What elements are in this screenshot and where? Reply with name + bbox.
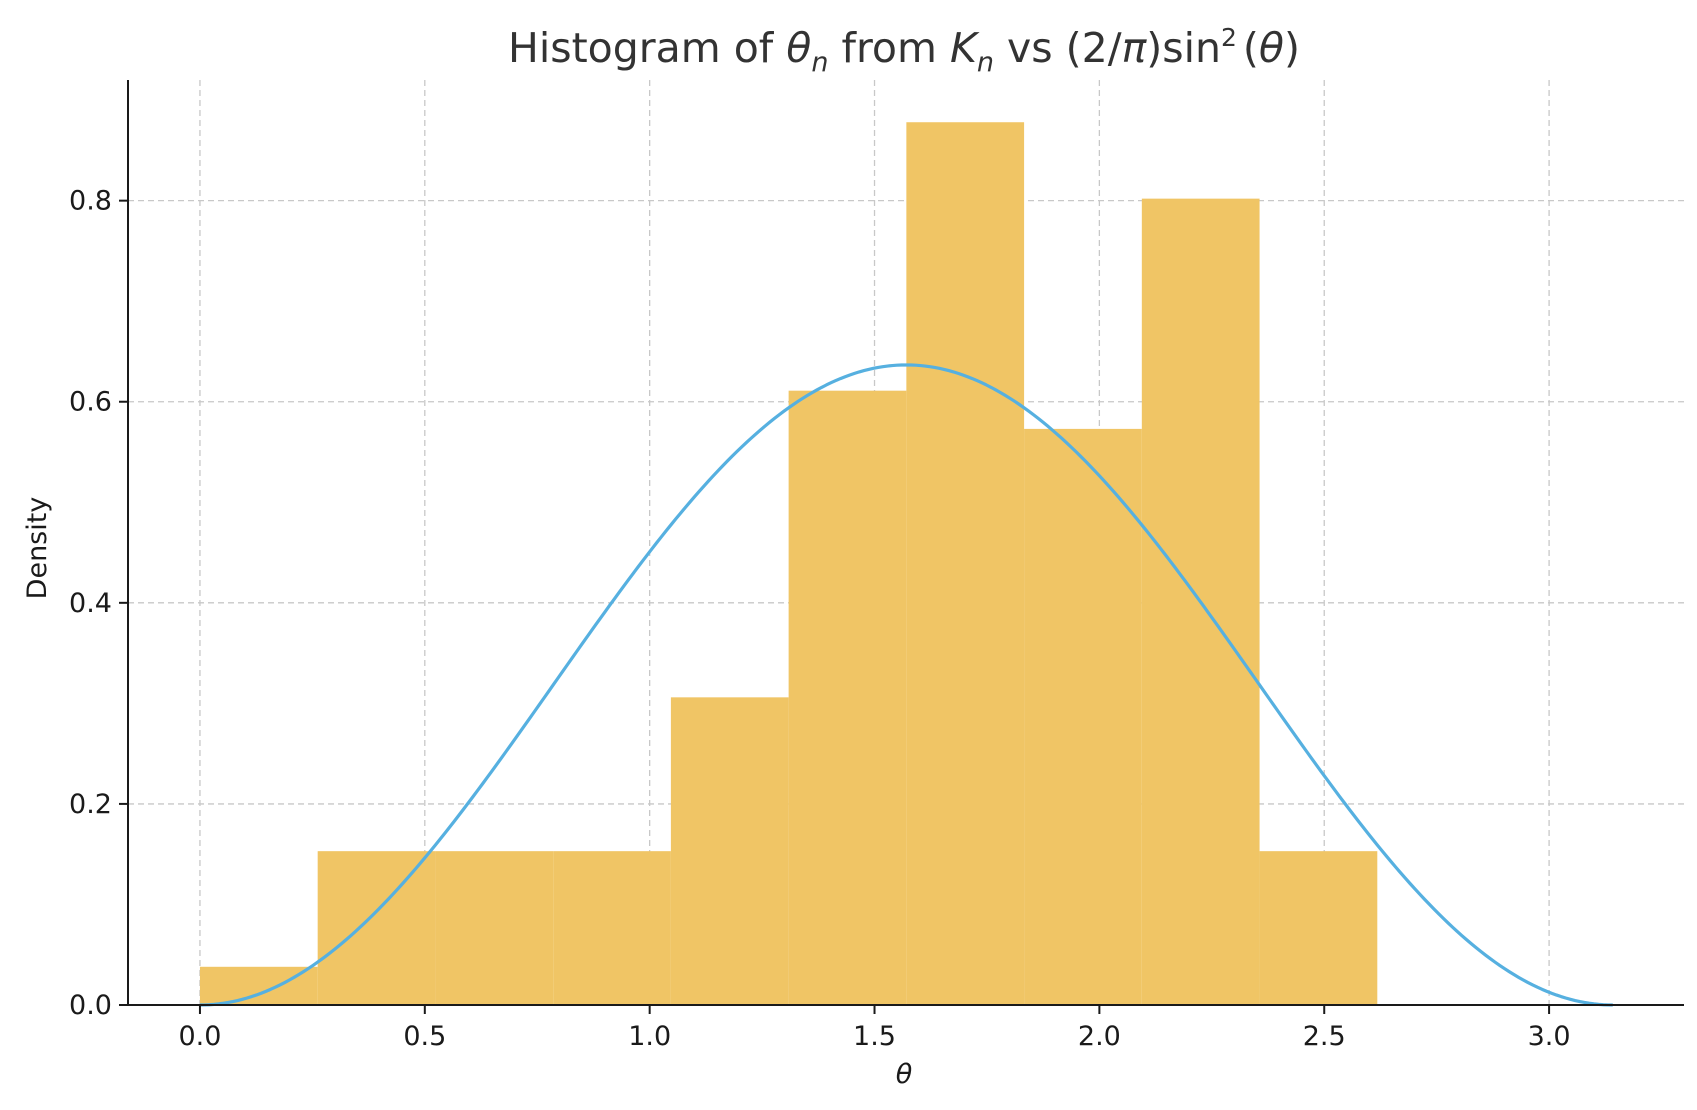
x-tick-label-5: 2.5	[1303, 1021, 1346, 1052]
x-tick-label-0: 0.0	[178, 1021, 221, 1052]
density-curve-group	[199, 363, 1613, 1007]
y-tick-label-2: 0.4	[69, 588, 112, 619]
x-tick-label-3: 1.5	[853, 1021, 896, 1052]
density-curve-line	[199, 363, 1613, 1007]
histogram-bar-3	[553, 851, 671, 1005]
histogram-bar-4	[670, 697, 789, 1005]
histogram-bar-6	[906, 122, 1025, 1005]
y-tick-label-4: 0.8	[69, 186, 112, 217]
axis-ticks: 0.0 0.5 1.0 1.5 2.0 2.5 3.0 0.0 0.2 0.4 0.6 0.8	[69, 186, 1571, 1052]
histogram-bar-1	[317, 851, 436, 1005]
axes	[127, 80, 1684, 1006]
y-axis-label: Density	[22, 497, 53, 600]
chart-title: Histogram of θn from Kn vs (2/π)sin2 (θ)	[508, 23, 1300, 78]
x-tick-label-6: 3.0	[1528, 1021, 1571, 1052]
histogram-bar-9	[1259, 851, 1378, 1005]
x-tick-label-1: 0.5	[403, 1021, 446, 1052]
histogram-bar-7	[1024, 428, 1142, 1005]
histogram-bar-5	[788, 390, 907, 1006]
x-tick-label-4: 2.0	[1078, 1021, 1121, 1052]
y-tick-label-1: 0.2	[69, 789, 112, 820]
histogram-bars	[199, 122, 1378, 1006]
x-axis-label: θ	[896, 1059, 913, 1090]
y-tick-label-3: 0.6	[69, 387, 112, 418]
x-tick-label-2: 1.0	[628, 1021, 671, 1052]
y-tick-label-0: 0.0	[69, 990, 112, 1021]
histogram-bar-2	[435, 851, 554, 1005]
